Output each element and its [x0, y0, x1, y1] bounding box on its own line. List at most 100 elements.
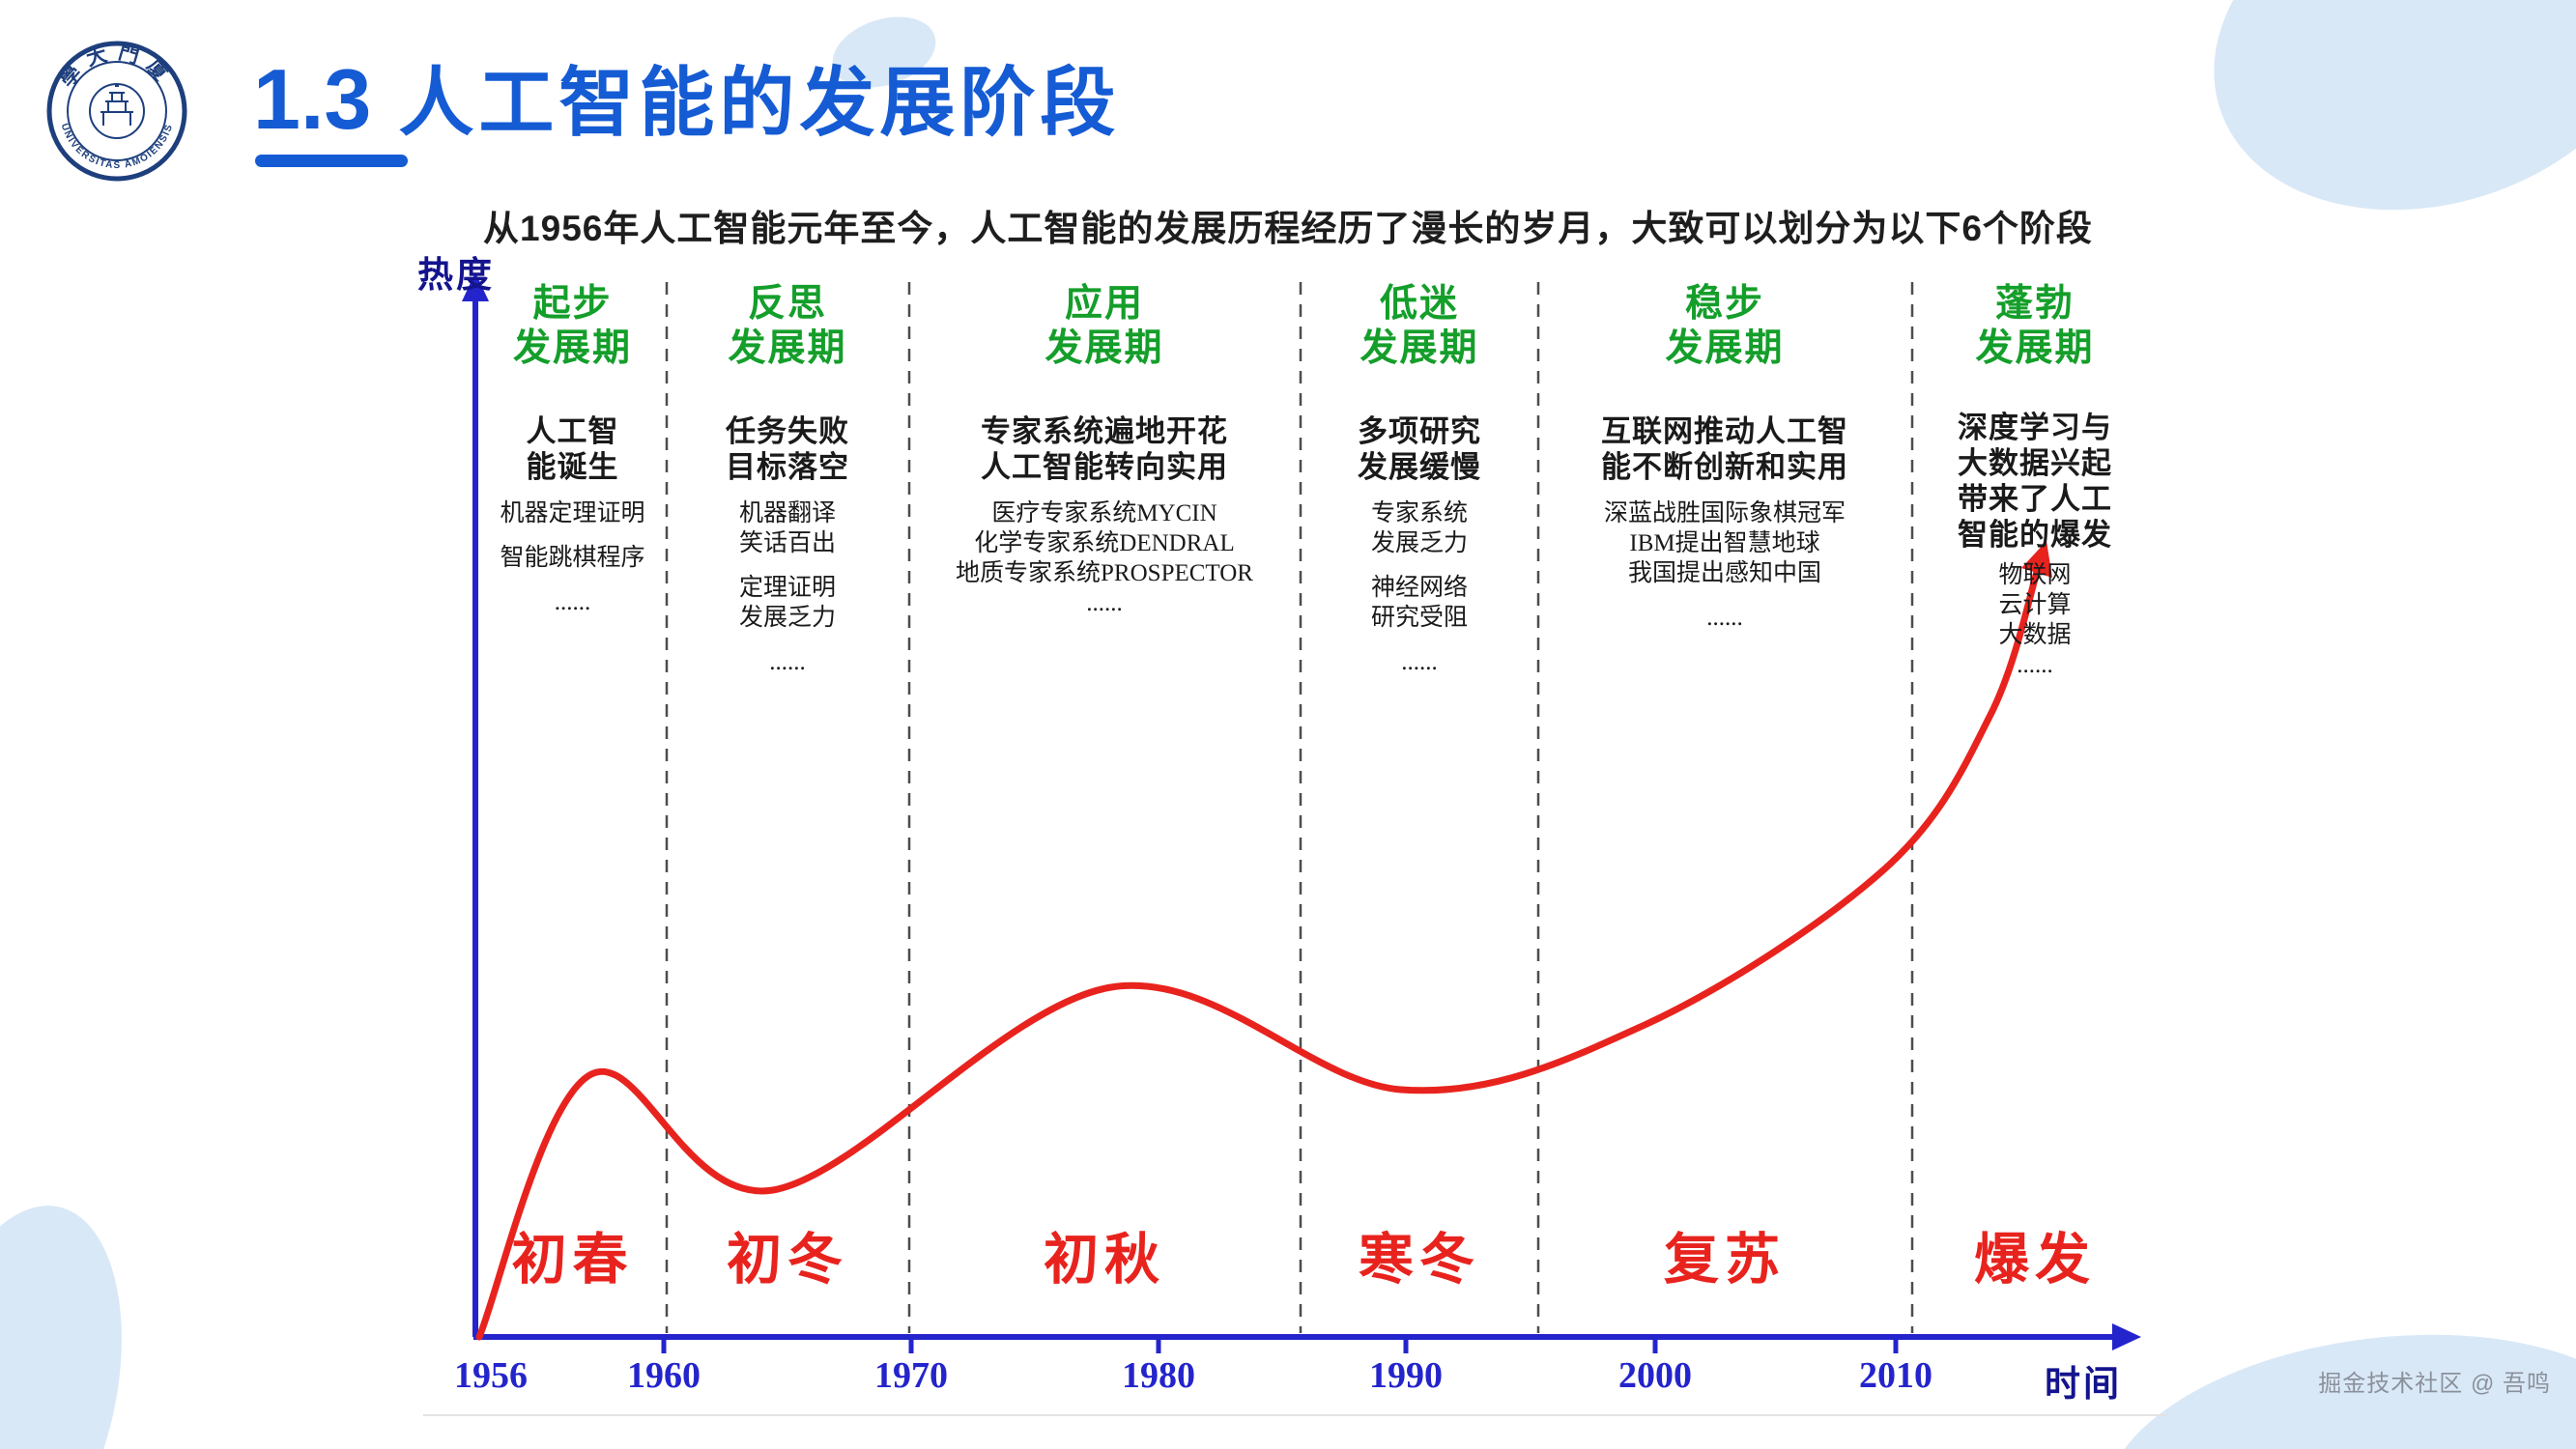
text-line: 发展期 — [728, 327, 847, 369]
text-line: ...... — [1706, 605, 1743, 631]
season-label-4: 寒冬 — [1359, 1230, 1480, 1291]
x-tick-label-1970: 1970 — [874, 1355, 948, 1396]
phase-column-5: 稳步 发展期 互联网推动人工智 能不断创新和实用 深蓝战胜国际象棋冠军 IBM提… — [1540, 282, 1909, 633]
text-line: 我国提出感知中国 — [1627, 560, 1821, 586]
text-line: 机器定理证明 — [500, 500, 645, 526]
text-line: 发展期 — [512, 327, 632, 369]
text-line: IBM提出智慧地球 — [1629, 530, 1820, 556]
stage-summary: 人工智 能诞生 — [478, 413, 667, 485]
text-line: 地质专家系统PROSPECTOR — [956, 560, 1253, 586]
text-line: ...... — [2017, 652, 2053, 678]
text-line: 多项研究 — [1358, 414, 1481, 448]
stage-details: 专家系统 发展乏力 神经网络 研究受阻 ...... — [1302, 498, 1536, 677]
stage-summary: 专家系统遍地开花 人工智能转向实用 — [912, 413, 1297, 485]
text-line: 发展期 — [1665, 327, 1785, 369]
text-line: 发展缓慢 — [1358, 450, 1481, 484]
text-line: ...... — [554, 589, 591, 615]
y-axis-label: 热度 — [417, 256, 495, 296]
watermark: 掘金技术社区 @ 吾鸣 — [2318, 1371, 2551, 1397]
stage-name: 稳步 发展期 — [1540, 282, 1909, 371]
text-line: 专家系统遍地开花 — [981, 414, 1228, 448]
text-line: 智能跳棋程序 — [500, 545, 645, 571]
phase-column-1: 起步 发展期 人工智 能诞生 机器定理证明 智能跳棋程序 ...... — [478, 282, 667, 617]
stage-details: 机器翻译 笑话百出 定理证明 发展乏力 ...... — [669, 498, 906, 677]
text-line: 笑话百出 — [738, 530, 836, 556]
text-line: 发展期 — [1975, 327, 2095, 369]
stage-details: 机器定理证明 智能跳棋程序 ...... — [478, 498, 667, 617]
season-label-2: 初冬 — [727, 1230, 848, 1291]
text-line: 互联网推动人工智 — [1601, 414, 1848, 448]
stage-details: 深蓝战胜国际象棋冠军 IBM提出智慧地球 我国提出感知中国 ...... — [1540, 498, 1909, 633]
text-line: 大数据兴起 — [1958, 446, 2112, 480]
text-line: 低迷 — [1379, 283, 1459, 325]
stage-name: 起步 发展期 — [478, 282, 667, 371]
x-tick-label-2000: 2000 — [1618, 1355, 1692, 1396]
stage-summary: 深度学习与 大数据兴起 带来了人工 智能的爆发 — [1911, 410, 2159, 553]
text-line: 稳步 — [1684, 283, 1764, 325]
y-axis-arrow-icon — [462, 272, 489, 301]
text-line: 目标落空 — [726, 450, 849, 484]
subtitle: 从1956年人工智能元年至今，人工智能的发展历程经历了漫长的岁月，大致可以划分为… — [483, 209, 2093, 248]
text-line: 机器翻译 — [738, 500, 836, 526]
text-line: 神经网络 — [1370, 575, 1468, 601]
stage-summary: 任务失败 目标落空 — [669, 413, 906, 485]
curve-arrow-icon — [2021, 541, 2052, 578]
title-text: 人工智能的发展阶段 — [398, 60, 1121, 145]
university-seal-logo: 學大門厦 UNIVERSITAS AMOIENSIS — [46, 41, 187, 182]
phase-column-4: 低迷 发展期 多项研究 发展缓慢 专家系统 发展乏力 神经网络 研究受阻 ...… — [1302, 282, 1536, 677]
season-label-5: 复苏 — [1664, 1230, 1786, 1291]
text-line: ...... — [769, 649, 806, 675]
x-tick-label-1960: 1960 — [627, 1355, 701, 1396]
heat-curve — [475, 561, 2043, 1341]
text-line: 专家系统 — [1370, 500, 1468, 526]
title-section-number: 1.3 — [253, 51, 372, 147]
seal-inner-ring — [67, 61, 167, 161]
x-tick-label-1956: 1956 — [454, 1355, 528, 1396]
x-tick-label-2010: 2010 — [1859, 1355, 1932, 1396]
stage-summary: 互联网推动人工智 能不断创新和实用 — [1540, 413, 1909, 485]
text-line: 物联网 — [1998, 562, 2072, 588]
text-line: 能不断创新和实用 — [1601, 450, 1848, 484]
text-line: 化学专家系统DENDRAL — [974, 530, 1235, 556]
text-line: 深蓝战胜国际象棋冠军 — [1603, 500, 1846, 526]
chart-bottom-edge — [423, 1414, 2168, 1416]
stage-name: 蓬勃 发展期 — [1911, 282, 2159, 371]
phase-column-3: 应用 发展期 专家系统遍地开花 人工智能转向实用 医疗专家系统MYCIN 化学专… — [912, 282, 1297, 618]
stage-name: 反思 发展期 — [669, 282, 906, 371]
text-line: ...... — [1086, 590, 1123, 616]
text-line: 反思 — [747, 283, 827, 325]
text-line: 智能的爆发 — [1958, 518, 2112, 552]
season-label-3: 初秋 — [1044, 1230, 1165, 1291]
x-axis-arrow-icon — [2112, 1323, 2141, 1350]
text-line: 蓬勃 — [1994, 283, 2075, 325]
text-line: 任务失败 — [726, 414, 849, 448]
x-tick-label-1990: 1990 — [1369, 1355, 1443, 1396]
phase-column-2: 反思 发展期 任务失败 目标落空 机器翻译 笑话百出 定理证明 发展乏力 ...… — [669, 282, 906, 677]
text-line: 人工智能转向实用 — [981, 450, 1228, 484]
title-underline — [255, 155, 408, 167]
text-line: 医疗专家系统MYCIN — [991, 500, 1217, 526]
text-line: 发展乏力 — [1370, 530, 1468, 556]
phase-column-6: 蓬勃 发展期 深度学习与 大数据兴起 带来了人工 智能的爆发 物联网 云计算 大… — [1911, 282, 2159, 680]
text-line: 带来了人工 — [1958, 482, 2112, 516]
text-line: 大数据 — [1998, 622, 2072, 648]
text-line: 能诞生 — [526, 450, 619, 484]
text-line: 发展期 — [1360, 327, 1479, 369]
stage-details: 医疗专家系统MYCIN 化学专家系统DENDRAL 地质专家系统PROSPECT… — [912, 498, 1297, 618]
stage-summary: 多项研究 发展缓慢 — [1302, 413, 1536, 485]
text-line: 发展期 — [1045, 327, 1164, 369]
text-line: 云计算 — [1998, 592, 2072, 618]
text-line: 发展乏力 — [738, 605, 836, 631]
page-title: 1.3 人工智能的发展阶段 — [253, 43, 1120, 151]
text-line: 研究受阻 — [1370, 605, 1468, 631]
seal-emblem-icon — [89, 83, 145, 139]
season-label-6: 爆发 — [1974, 1230, 2096, 1291]
text-line: 人工智 — [526, 414, 619, 448]
stage-details: 物联网 云计算 大数据 ...... — [1911, 560, 2159, 680]
stage-name: 低迷 发展期 — [1302, 282, 1536, 371]
x-tick-label-1980: 1980 — [1122, 1355, 1195, 1396]
stage-name: 应用 发展期 — [912, 282, 1297, 371]
text-line: 应用 — [1064, 283, 1144, 325]
